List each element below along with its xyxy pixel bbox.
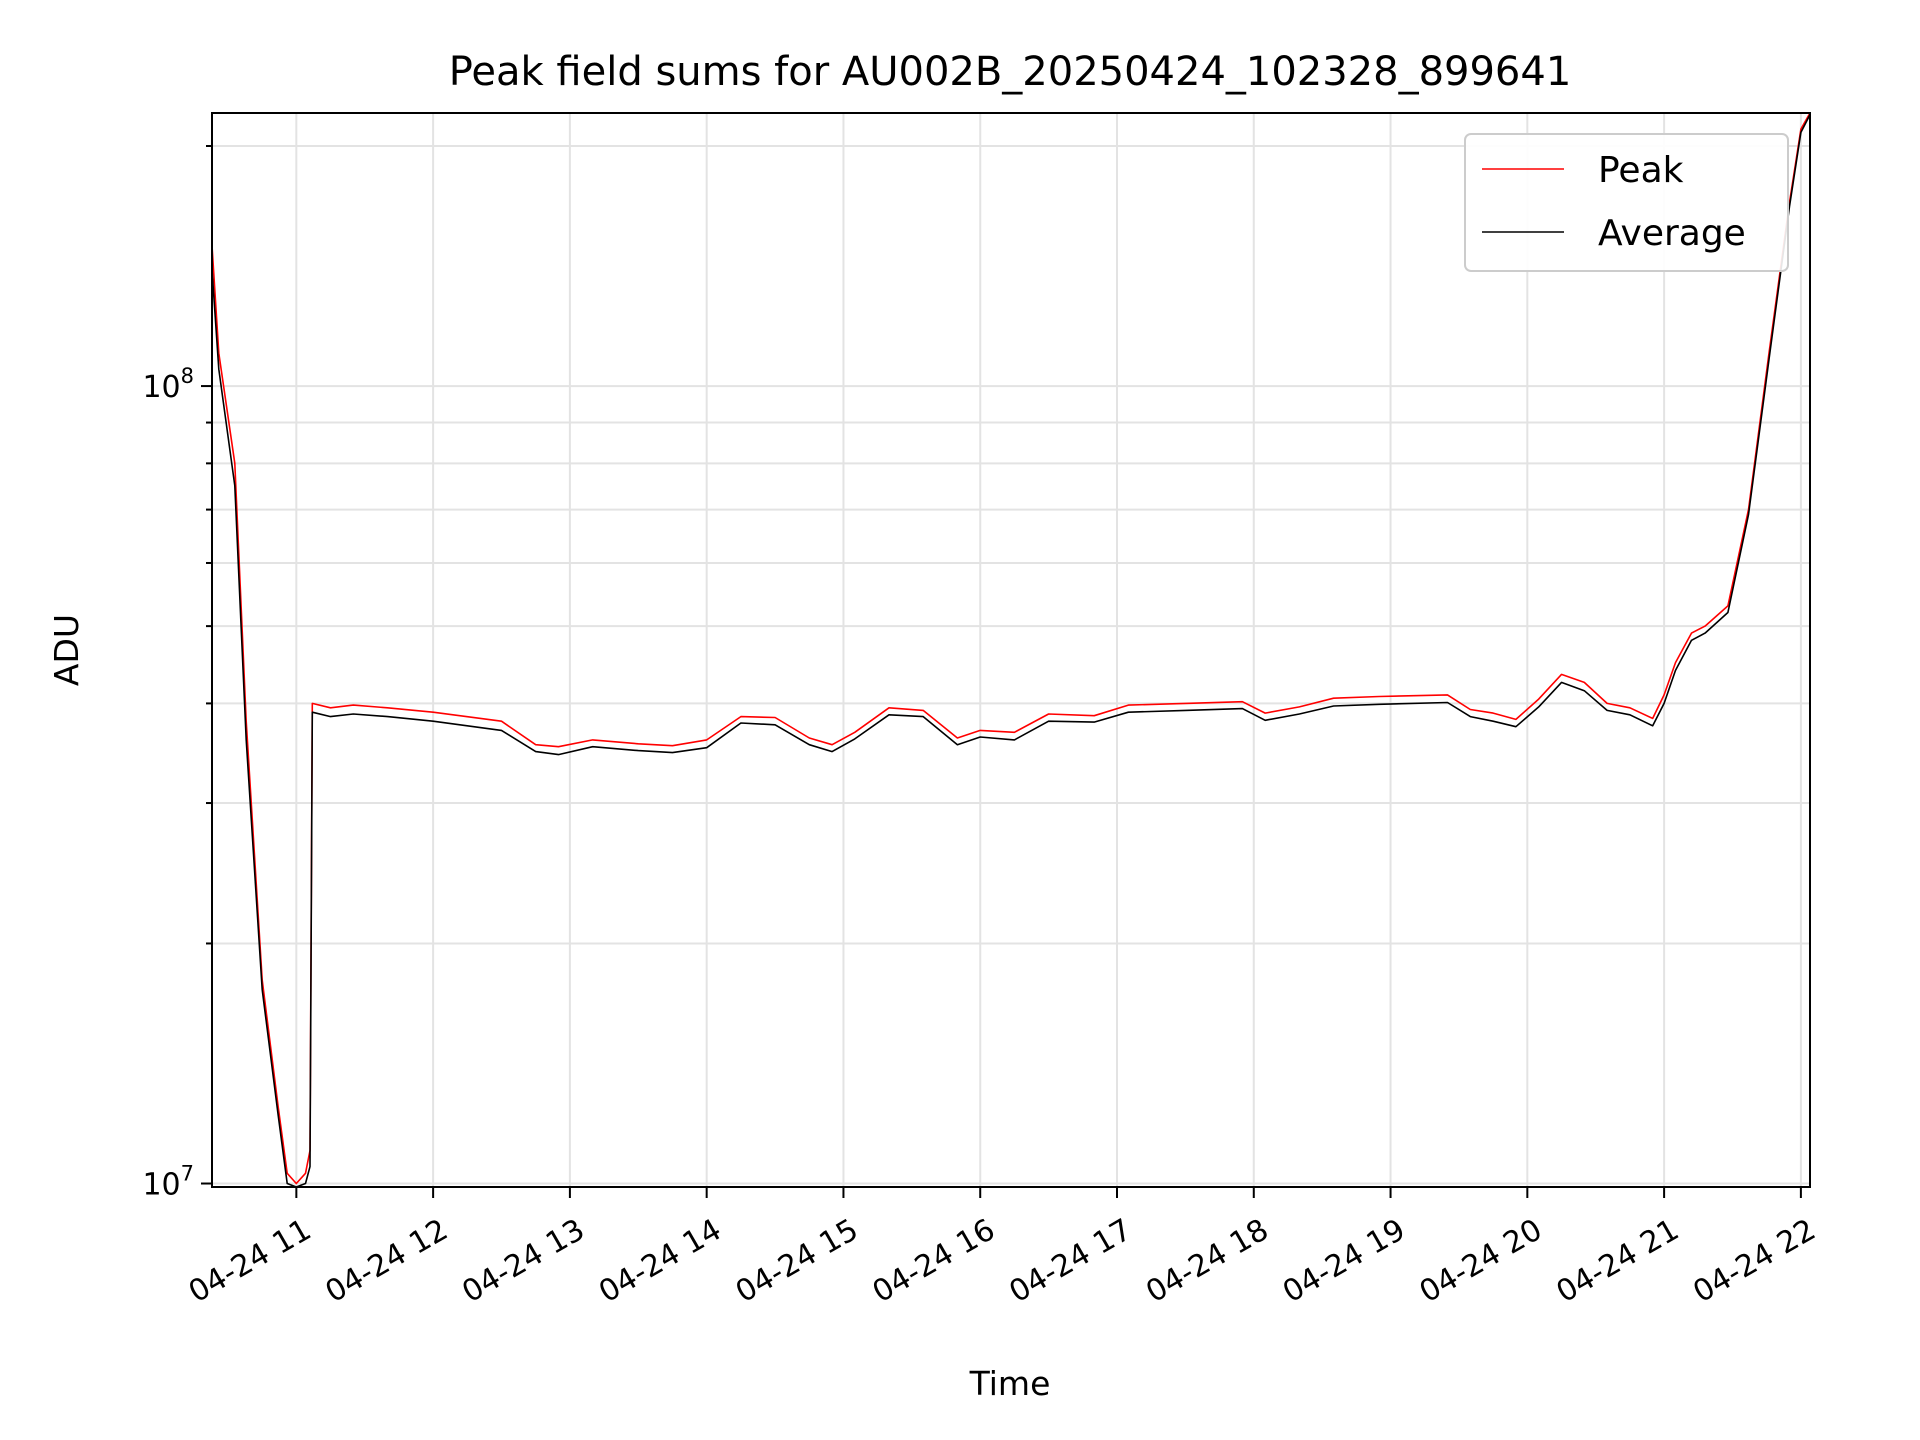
plot-series [211,112,1811,1188]
series-line-peak [211,112,1811,1185]
legend-peak-label: Peak [1598,150,1684,191]
series-line-average [211,114,1811,1188]
plot-area-frame [211,112,1811,1188]
y-axis: 107 108 [142,145,212,1203]
y-tick-label: 108 [142,364,194,405]
chart-title: Peak field sums for AU002B_20250424_1023… [449,49,1572,95]
y-axis-label: ADU [47,614,86,686]
legend-average-label: Average [1598,213,1746,254]
legend: Peak Average [1464,133,1789,272]
y-tick-label: 107 [142,1162,194,1203]
x-axis-label: Time [969,1364,1051,1403]
grid [212,113,1810,1187]
